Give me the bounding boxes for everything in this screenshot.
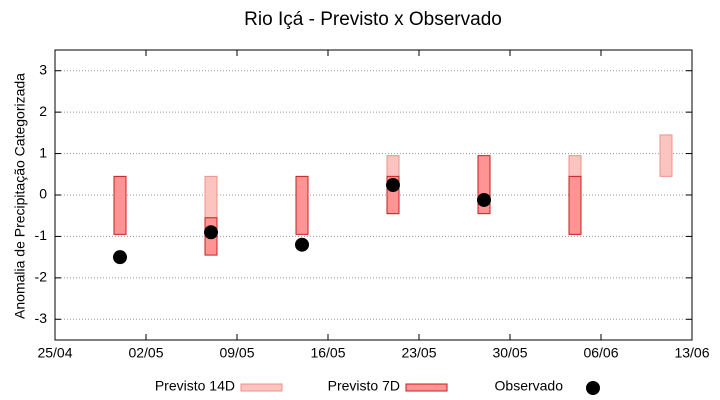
x-tick-label: 25/04 [37,345,72,361]
x-tick-label: 06/06 [583,345,618,361]
observed-point [113,250,127,265]
x-tick-label: 02/05 [128,345,163,361]
x-tick-label: 23/05 [401,345,436,361]
observed-point [204,225,218,240]
plot-frame [54,49,693,341]
range-bar [659,134,673,177]
x-tick-label: 13/06 [674,345,709,361]
legend-label: Previsto 7D [328,378,400,394]
legend-label: Previsto 14D [155,378,235,394]
y-tick-label: 3 [39,61,47,77]
x-tick-label: 16/05 [310,345,345,361]
legend-swatch [240,383,283,392]
y-axis-label: Anomalia de Precipitação Categorizada [12,73,28,319]
y-tick-label: -2 [35,269,48,285]
y-tick-label: -3 [35,310,48,326]
y-tick-label: 2 [39,103,47,119]
x-tick-label: 30/05 [492,345,527,361]
range-bar [113,175,127,235]
observed-point [477,192,491,207]
x-tick-label: 09/05 [219,345,254,361]
legend-swatch [405,383,448,392]
legend-swatch [586,381,600,395]
y-tick-label: 1 [39,144,47,160]
range-bar [295,175,309,235]
range-bar [204,175,218,219]
range-bar [568,175,582,235]
chart-title: Rio Içá - Previsto x Observado [244,9,502,30]
y-tick-label: -1 [35,227,48,243]
observed-point [295,237,309,252]
legend-label: Observado [495,378,564,394]
y-tick-label: 0 [39,186,47,202]
observed-point [386,178,400,193]
